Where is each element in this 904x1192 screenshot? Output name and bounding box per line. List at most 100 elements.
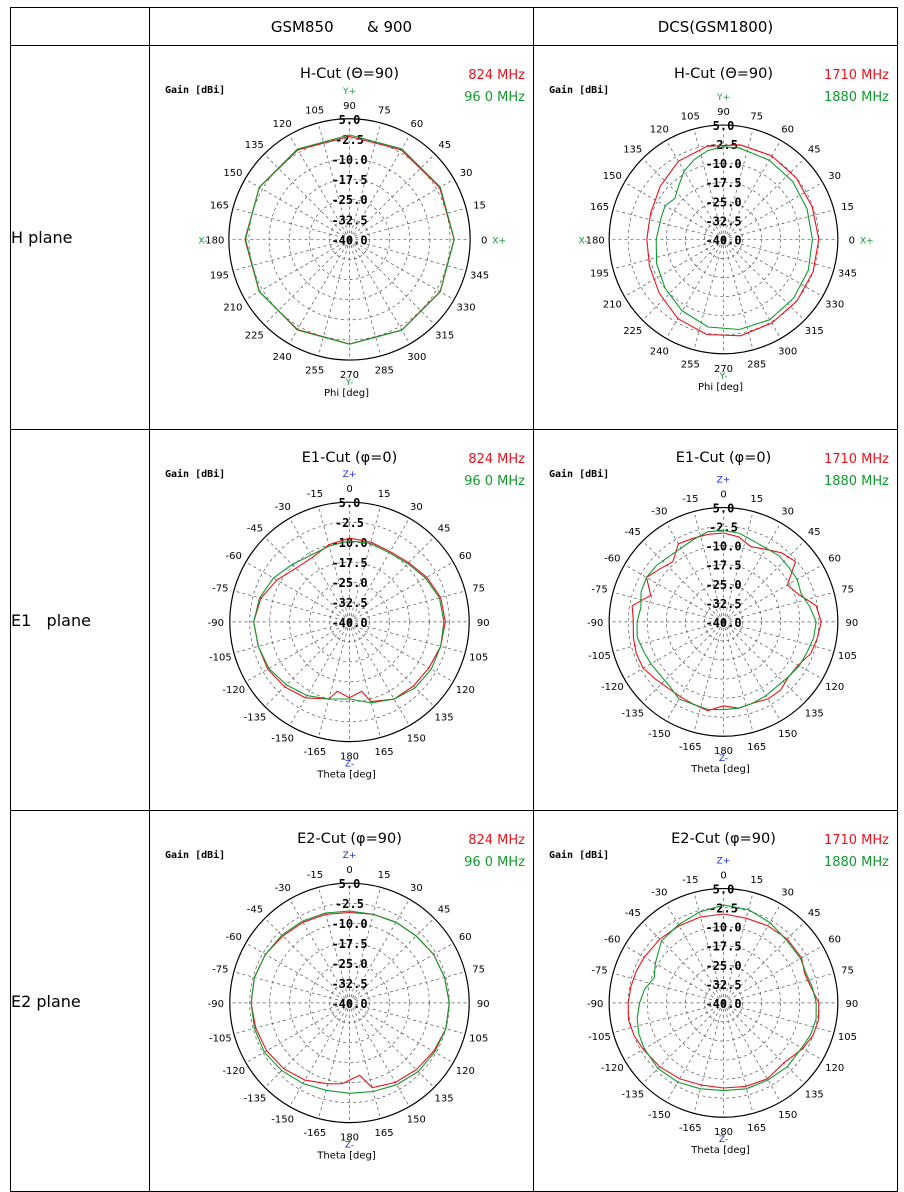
y-axis-label: Gain [dBi] bbox=[165, 468, 225, 480]
angle-tick-label: 270 bbox=[714, 364, 733, 375]
chart-title: H-Cut (Θ=90) bbox=[300, 66, 399, 82]
angle-tick-label: 120 bbox=[825, 682, 844, 693]
legend-entry: 824 MHz bbox=[468, 833, 525, 848]
grid-spoke bbox=[723, 1002, 823, 1061]
angle-tick-label: -45 bbox=[247, 523, 263, 534]
axis-marker-bottom: Y- bbox=[345, 378, 354, 388]
grid-ring bbox=[646, 926, 801, 1080]
angle-tick-label: -120 bbox=[601, 682, 624, 693]
grid-spoke bbox=[693, 239, 724, 350]
x-axis-label: Phi [deg] bbox=[324, 388, 369, 399]
angle-tick-label: 210 bbox=[223, 303, 242, 314]
grid-spoke bbox=[245, 621, 350, 683]
axis-marker-left: X- bbox=[579, 236, 588, 246]
angle-tick-label: 150 bbox=[407, 734, 426, 745]
angle-tick-label: 45 bbox=[438, 523, 451, 534]
angle-tick-label: 165 bbox=[375, 1128, 394, 1139]
grid-spoke bbox=[349, 239, 411, 345]
grid-ring bbox=[309, 581, 390, 663]
series-line bbox=[253, 540, 445, 704]
angle-tick-label: 45 bbox=[808, 527, 821, 538]
angle-tick-label: 30 bbox=[781, 507, 794, 518]
radial-tick-label: 5.0 bbox=[713, 883, 735, 897]
angle-tick-label: -15 bbox=[682, 494, 698, 505]
angle-tick-label: 90 bbox=[845, 618, 858, 629]
angle-tick-label: 150 bbox=[603, 171, 622, 182]
radial-tick-label: 5.0 bbox=[713, 502, 735, 516]
grid-spoke bbox=[723, 1002, 835, 1033]
angle-tick-label: 105 bbox=[469, 1034, 488, 1045]
grid-spoke bbox=[666, 140, 724, 240]
radial-tick-label: -32.5 bbox=[705, 597, 741, 611]
grid-spoke bbox=[612, 621, 724, 652]
radial-tick-label: -17.5 bbox=[331, 173, 367, 187]
angle-tick-label: 45 bbox=[438, 904, 451, 915]
grid-spoke bbox=[264, 1002, 350, 1088]
grid-spoke bbox=[723, 209, 835, 240]
legend-entry: 1880 MHz bbox=[824, 855, 889, 870]
grid-spoke bbox=[349, 1002, 435, 1088]
angle-tick-label: 30 bbox=[410, 883, 423, 894]
grid-spoke bbox=[624, 239, 724, 297]
angle-tick-label: 315 bbox=[435, 331, 454, 342]
angle-tick-label: 30 bbox=[781, 888, 794, 899]
angle-tick-label: -30 bbox=[274, 502, 290, 513]
angle-tick-label: 45 bbox=[438, 140, 451, 151]
angle-tick-label: 135 bbox=[623, 145, 642, 156]
grid-spoke bbox=[723, 945, 823, 1004]
plot-cell-e2-gsm: 0 15 30 45 60 75 90 105 120 135 150 165 180 -165 -150-… bbox=[149, 810, 534, 1192]
angle-tick-label: 345 bbox=[470, 270, 489, 281]
angle-tick-label: -165 bbox=[679, 1123, 702, 1134]
radial-tick-label: -32.5 bbox=[331, 213, 367, 227]
angle-tick-label: 135 bbox=[434, 1093, 453, 1104]
angle-tick-label: 300 bbox=[778, 347, 797, 358]
legend-entry: 824 MHz bbox=[468, 452, 525, 467]
grid-spoke bbox=[349, 239, 467, 271]
grid-spoke bbox=[624, 945, 724, 1004]
grid-spoke bbox=[288, 134, 350, 240]
angle-tick-label: -135 bbox=[244, 1093, 267, 1104]
grid-spoke bbox=[317, 239, 350, 357]
angle-tick-label: -30 bbox=[651, 888, 667, 899]
outer-ring bbox=[608, 887, 839, 1118]
angle-tick-label: 60 bbox=[828, 554, 841, 565]
angle-tick-label: 30 bbox=[828, 171, 841, 182]
grid-spoke bbox=[233, 971, 350, 1004]
radial-tick-label: 5.0 bbox=[339, 877, 361, 891]
angle-tick-label: 315 bbox=[805, 326, 824, 337]
grid-spoke bbox=[289, 1002, 350, 1107]
angle-tick-label: 225 bbox=[623, 326, 642, 337]
radial-tick-label: -32.5 bbox=[331, 596, 367, 610]
grid-spoke bbox=[349, 239, 455, 301]
grid-spoke bbox=[349, 153, 436, 240]
outer-ring bbox=[608, 506, 839, 737]
angle-tick-label: 180 bbox=[714, 746, 733, 757]
grid-spoke bbox=[723, 892, 754, 1003]
axis-marker-top: Z+ bbox=[343, 470, 357, 480]
angle-tick-label: 90 bbox=[845, 999, 858, 1010]
angle-tick-label: -90 bbox=[208, 618, 224, 629]
angle-tick-label: -15 bbox=[307, 870, 323, 881]
grid-spoke bbox=[693, 621, 724, 733]
grid-spoke bbox=[723, 972, 835, 1004]
grid-spoke bbox=[612, 1002, 724, 1033]
grid-spoke bbox=[318, 1002, 350, 1119]
angle-tick-label: 180 bbox=[714, 1127, 733, 1138]
angle-tick-label: 135 bbox=[805, 709, 824, 720]
grid-spoke bbox=[349, 122, 382, 240]
grid-spoke bbox=[666, 903, 724, 1004]
grid-spoke bbox=[349, 1002, 410, 1107]
grid-spoke bbox=[723, 540, 805, 623]
grid-spoke bbox=[612, 209, 724, 240]
grid-spoke bbox=[264, 621, 350, 707]
grid-spoke bbox=[723, 158, 805, 240]
grid-spoke bbox=[349, 899, 410, 1004]
radial-tick-label: -10.0 bbox=[705, 540, 741, 554]
grid-ring bbox=[646, 545, 801, 699]
angle-tick-label: 75 bbox=[472, 583, 485, 594]
radial-tick-label: -10.0 bbox=[331, 153, 367, 167]
axis-marker-bottom: Z- bbox=[345, 760, 354, 770]
grid-spoke bbox=[244, 178, 350, 240]
grid-spoke bbox=[349, 918, 435, 1004]
angle-tick-label: 0 bbox=[720, 490, 726, 501]
